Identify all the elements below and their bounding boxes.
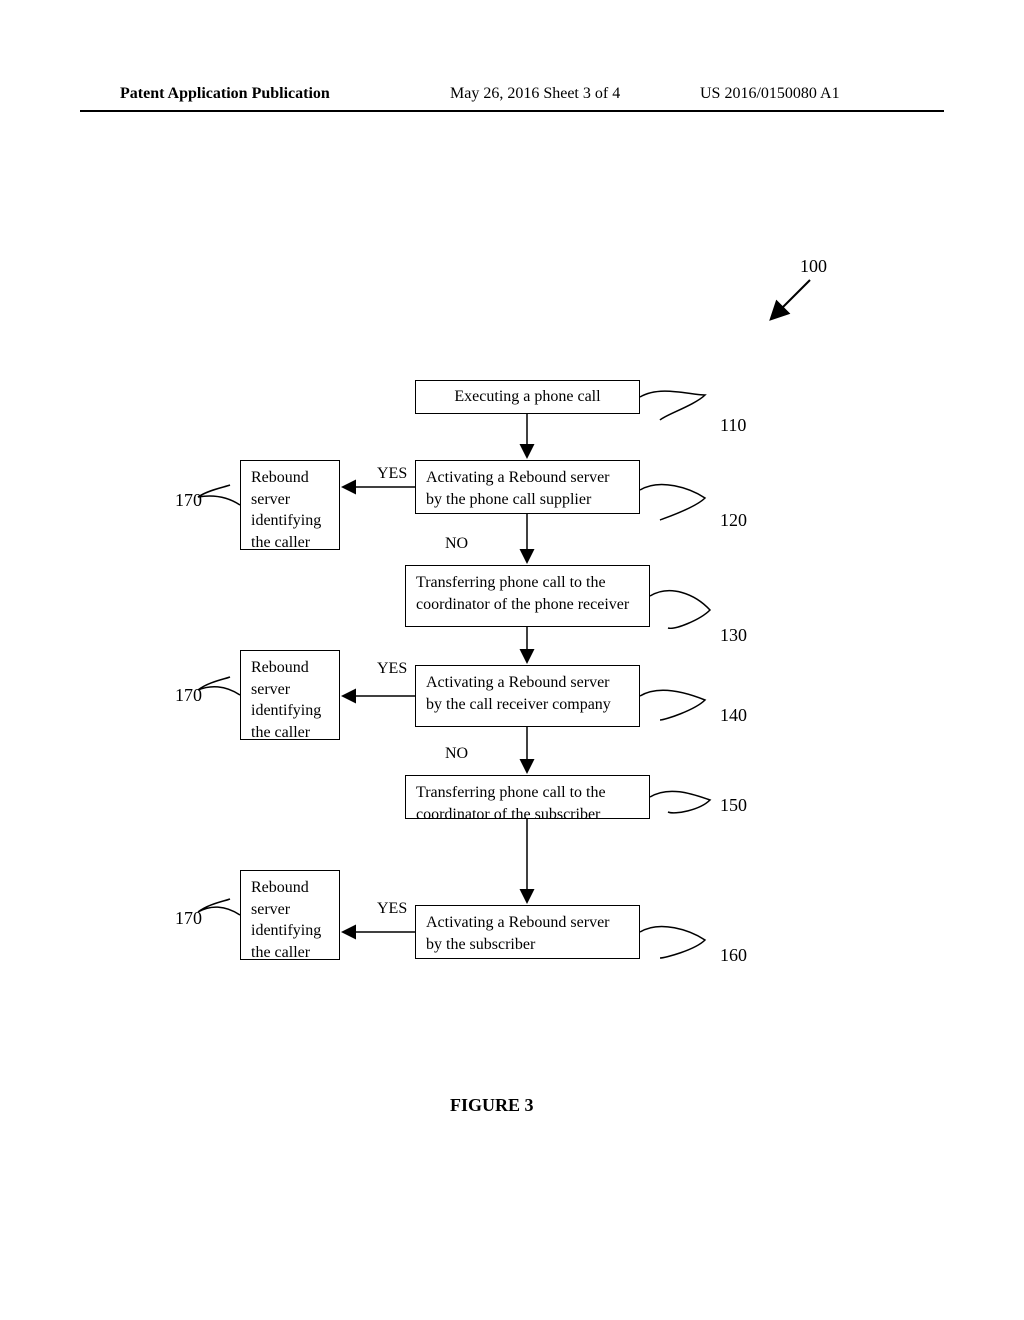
box-110: Executing a phone call <box>415 380 640 414</box>
figure-label: FIGURE 3 <box>450 1095 534 1116</box>
box-130-text: Transferring phone call to the coordinat… <box>416 574 629 613</box>
box-170-a-text: Rebound server identifying the caller <box>251 469 321 551</box>
header-right: US 2016/0150080 A1 <box>700 85 840 103</box>
box-170-c: Rebound server identifying the caller <box>240 870 340 960</box>
ref-110: 110 <box>720 415 746 436</box>
box-160: Activating a Rebound server by the subsc… <box>415 905 640 959</box>
box-170-c-text: Rebound server identifying the caller <box>251 879 321 961</box>
label-yes-3: YES <box>377 900 407 918</box>
box-140: Activating a Rebound server by the call … <box>415 665 640 727</box>
box-170-b-text: Rebound server identifying the caller <box>251 659 321 741</box>
ref-130: 130 <box>720 625 747 646</box>
box-170-b: Rebound server identifying the caller <box>240 650 340 740</box>
ref-120: 120 <box>720 510 747 531</box>
box-120-text: Activating a Rebound server by the phone… <box>426 469 610 508</box>
box-120: Activating a Rebound server by the phone… <box>415 460 640 514</box>
ref-150: 150 <box>720 795 747 816</box>
box-150: Transferring phone call to the coordinat… <box>405 775 650 819</box>
box-160-text: Activating a Rebound server by the subsc… <box>426 914 610 953</box>
box-150-text: Transferring phone call to the coordinat… <box>416 784 606 823</box>
label-yes-2: YES <box>377 660 407 678</box>
ref-170-b: 170 <box>175 685 202 706</box>
header-mid: May 26, 2016 Sheet 3 of 4 <box>450 85 620 103</box>
header-left: Patent Application Publication <box>120 85 330 103</box>
ref-170-c: 170 <box>175 908 202 929</box>
box-110-text: Executing a phone call <box>454 386 600 408</box>
box-130: Transferring phone call to the coordinat… <box>405 565 650 627</box>
box-170-a: Rebound server identifying the caller <box>240 460 340 550</box>
label-no-2: NO <box>445 745 468 763</box>
ref-100: 100 <box>800 256 827 277</box>
connectors-svg <box>0 0 1024 1320</box>
label-no-1: NO <box>445 535 468 553</box>
label-yes-1: YES <box>377 465 407 483</box>
ref-170-a: 170 <box>175 490 202 511</box>
box-140-text: Activating a Rebound server by the call … <box>426 674 611 713</box>
ref-160: 160 <box>720 945 747 966</box>
ref-140: 140 <box>720 705 747 726</box>
header-rule <box>80 110 944 112</box>
